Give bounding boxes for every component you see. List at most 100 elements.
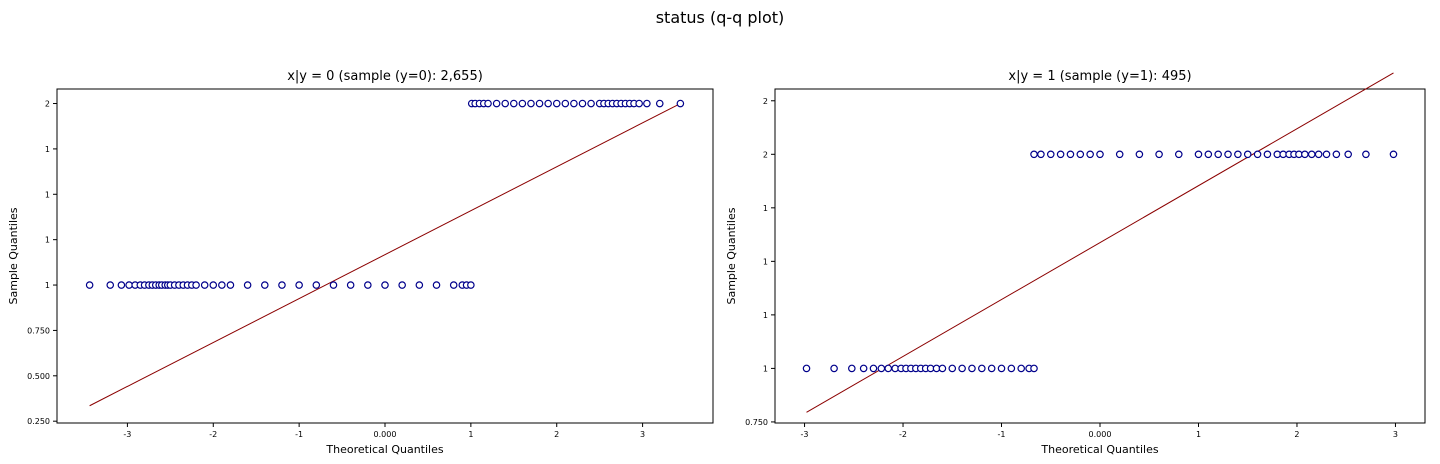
data-point [968,364,976,373]
subplot-title: x|y = 0 (sample (y=0): 2,655) [287,69,483,84]
data-point [1263,150,1272,159]
data-point [802,364,811,373]
data-point [578,99,587,108]
data-point [200,281,209,289]
data-point [587,99,595,108]
data-point [1322,150,1331,159]
data-point [1307,150,1316,159]
data-point [1362,150,1370,159]
data-point [260,281,269,289]
data-point [1389,150,1398,159]
data-point [655,99,664,108]
subplot-title: x|y = 1 (sample (y=1): 495) [1008,69,1191,84]
data-point [467,281,475,289]
data-point [243,281,252,289]
data-point [535,99,544,108]
data-point [1096,150,1104,159]
data-point [312,281,321,289]
data-point [364,281,372,289]
y-axis-label: Sample Quantiles [7,207,20,304]
data-point [527,99,535,108]
data-point [492,99,501,108]
data-point [635,99,643,108]
data-point [1030,364,1038,373]
x-tick-label: -3 [801,430,809,439]
y-tick-label: 1 [45,236,50,245]
x-tick-label: 2 [1294,430,1299,439]
data-point [381,281,389,289]
data-point [1344,150,1352,159]
y-tick-label: 0.750 [745,418,768,427]
data-point [117,281,126,289]
data-point [869,364,878,373]
data-point [997,364,1006,373]
y-tick-label: 1 [763,364,768,373]
data-point [1301,150,1309,159]
data-point [1214,150,1222,159]
data-point [859,364,868,373]
data-point [484,99,492,108]
x-tick-label: -1 [998,430,1006,439]
data-point [958,364,966,373]
data-point [1174,150,1183,159]
data-point [1037,150,1045,159]
data-point [106,281,115,289]
qq-panel-y1: x|y = 1 (sample (y=1): 495) -3 -2 -1 0.000 1 2… [725,69,1426,456]
x-tick-label: 1 [468,430,473,439]
data-point [432,281,441,289]
data-point [987,364,996,373]
y-tick-label: 2 [763,97,768,106]
data-point [1086,150,1094,159]
data-point [209,281,218,289]
y-tick-label: 1 [45,190,50,199]
data-point [848,364,856,373]
y-tick-label: 1 [763,257,768,266]
data-point [509,99,518,108]
data-point [877,364,886,373]
data-point [218,281,226,289]
data-point [1314,150,1323,159]
data-point [518,99,527,108]
y-tick-label: 0.250 [27,417,50,426]
x-tick-label: 3 [640,430,645,439]
y-tick-label: 1 [45,145,50,154]
data-point [1155,150,1163,159]
y-tick-label: 2 [763,150,768,159]
data-point [85,281,94,289]
data-point [346,281,355,289]
data-point [501,99,510,108]
data-point [398,281,406,289]
data-point [1056,150,1065,159]
data-point [1234,150,1242,159]
data-point [1204,150,1213,159]
x-tick-label: 0.000 [374,430,397,439]
data-point [938,364,947,373]
data-point [552,99,561,108]
data-point [1135,150,1144,159]
data-point [1115,150,1124,159]
x-tick-label: 3 [1393,430,1398,439]
data-point [1194,150,1203,159]
x-tick-label: 1 [1196,430,1201,439]
data-point [1030,150,1038,159]
axes-frame [56,88,714,424]
y-tick-label: 1 [763,204,768,213]
axes-frame [774,88,1426,424]
data-point [295,281,303,289]
data-point [1046,150,1055,159]
data-point [1253,150,1262,159]
data-point [643,99,651,108]
x-axis-label: Theoretical Quantiles [1040,443,1158,456]
x-tick-label: -1 [295,430,303,439]
data-point [884,364,893,373]
data-point [978,364,986,373]
x-axis-label: Theoretical Quantiles [325,443,443,456]
data-point [948,364,957,373]
data-point [544,99,552,108]
y-tick-label: 1 [45,281,50,290]
x-tick-label: 0.000 [1089,430,1112,439]
x-tick-label: -2 [209,430,217,439]
data-point [561,99,570,108]
data-point [449,281,458,289]
